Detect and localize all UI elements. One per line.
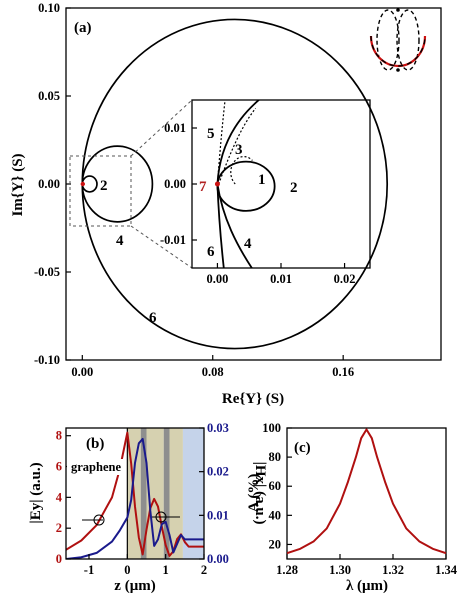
layer-band bbox=[146, 428, 164, 559]
inset-curve-label-7: 7 bbox=[199, 179, 207, 195]
inset-ticks: 0.00 0.01 0.02 0.01 0.00 -0.01 bbox=[160, 121, 356, 286]
layer-band bbox=[140, 428, 147, 559]
inset-curve-4 bbox=[216, 183, 253, 268]
panel-b-x-tick-label: 1 bbox=[163, 563, 169, 577]
panel-a-y-tick-label: 0.05 bbox=[38, 89, 60, 103]
panel-c-x-tick-label: 1.28 bbox=[276, 563, 298, 577]
panel-b-layers bbox=[126, 428, 204, 559]
graphene-label: graphene bbox=[71, 460, 121, 474]
panel-b-x-tick-label: 0 bbox=[124, 563, 130, 577]
absorption-curve bbox=[287, 428, 446, 555]
panel-a-y-tick-label: 0.10 bbox=[38, 1, 60, 15]
panel-c-label: (c) bbox=[294, 440, 311, 456]
inset-x-tick-label: 0.01 bbox=[270, 272, 292, 286]
panel-b-right-axis-label: |Hx| (a.u.) bbox=[252, 462, 268, 525]
panel-c-y-tick-label: 20 bbox=[269, 537, 282, 551]
inset-curve-6 bbox=[216, 183, 225, 268]
panel-b-left-tick-label: 4 bbox=[56, 490, 63, 504]
panel-a-y-tick-label: -0.05 bbox=[34, 265, 60, 279]
panel-b-right-tick-label: 0.03 bbox=[207, 421, 229, 435]
panel-a-label: (a) bbox=[74, 20, 92, 36]
panel-b-right-tick-label: 0.02 bbox=[207, 465, 229, 479]
graphene-label-bg bbox=[67, 459, 125, 475]
curve-label-2: 2 bbox=[100, 178, 108, 194]
inset-curve-2 bbox=[216, 160, 276, 212]
panel-b-left-tick-label: 0 bbox=[56, 552, 62, 566]
panel-b-left-tick-label: 2 bbox=[56, 521, 62, 535]
inset-y-tick-label: -0.01 bbox=[160, 233, 186, 247]
panel-a-y-tick-label: -0.10 bbox=[34, 353, 60, 367]
panel-b-x-axis-label: z (μm) bbox=[114, 578, 155, 594]
panel-b-left-tick-label: 8 bbox=[56, 429, 62, 443]
series-axis-markers bbox=[82, 511, 180, 526]
inset-curve-labels: 1 2 3 4 5 6 7 bbox=[199, 126, 298, 260]
panel-a-x-tick-label: 0.08 bbox=[202, 365, 224, 379]
panel-c-x-tick-label: 1.32 bbox=[382, 563, 404, 577]
curve-label-6: 6 bbox=[149, 310, 157, 326]
zoom-guide-top bbox=[130, 99, 193, 157]
panel-b-label: (b) bbox=[86, 436, 104, 452]
panel-a-y-axis-label: Im{Y} (S) bbox=[10, 153, 26, 216]
inset-x-tick-label: 0.02 bbox=[334, 272, 356, 286]
inset-y-tick-label: 0.01 bbox=[164, 121, 186, 135]
layer-band bbox=[182, 428, 204, 559]
admittance-curve-4 bbox=[81, 145, 154, 223]
curve-label-4: 4 bbox=[116, 233, 124, 249]
panel-b-curves bbox=[66, 431, 204, 559]
inset-curve-3 bbox=[218, 108, 257, 185]
panel-b-x-tick-label: -1 bbox=[84, 563, 94, 577]
panel-a-inset: 0.00 0.01 0.02 0.01 0.00 -0.01 1 2 3 4 5 6 7 bbox=[160, 99, 371, 286]
inset-curve-label-1: 1 bbox=[258, 172, 266, 188]
panel-b-x-tick-label: 2 bbox=[201, 563, 207, 577]
panel-c-x-tick-label: 1.34 bbox=[435, 563, 458, 577]
inset-curve-label-5: 5 bbox=[207, 126, 215, 142]
panel-b-left-tick-label: 6 bbox=[56, 460, 62, 474]
point-7-marker bbox=[80, 181, 85, 187]
panel-c: 1.28 1.30 1.32 1.34 20 40 60 80 100 (c) λ (μm) A… bbox=[246, 421, 458, 594]
panel-a-curves bbox=[80, 18, 389, 350]
inset-y-tick-label: 0.00 bbox=[164, 177, 186, 191]
panel-b-left-axis-label: |Ey| (a.u.) bbox=[28, 462, 44, 523]
inset-curve-label-4: 4 bbox=[244, 236, 252, 252]
zoom-region-box bbox=[69, 155, 132, 227]
panel-c-y-axis-label: A (%) bbox=[246, 474, 262, 513]
panel-b-right-tick-label: 0.01 bbox=[207, 508, 229, 522]
panel-c-y-tick-label: 80 bbox=[269, 450, 282, 464]
panel-a-x-tick-label: 0.16 bbox=[332, 365, 354, 379]
panel-c-frame bbox=[286, 427, 447, 560]
panel-c-y-tick-label: 100 bbox=[262, 421, 281, 435]
panel-a-frame bbox=[65, 7, 442, 361]
panel-b-ticks: -1 0 1 2 0 2 4 6 8 0.00 0.01 0.02 0.03 bbox=[56, 421, 229, 577]
panel-b-right-tick-label: 0.00 bbox=[207, 552, 229, 566]
panel-a: 0.00 0.08 0.16 0.10 0.05 0.00 -0.05 -0.10 (a) R… bbox=[10, 1, 442, 407]
panel-c-ticks: 1.28 1.30 1.32 1.34 20 40 60 80 100 bbox=[262, 421, 457, 577]
inset-curve-4-upper bbox=[216, 100, 261, 185]
inset-curve-1 bbox=[230, 156, 253, 185]
panel-a-x-axis-label: Re{Y} (S) bbox=[222, 391, 284, 407]
hx-field-curve bbox=[66, 437, 204, 559]
inset-curve-label-6: 6 bbox=[207, 244, 215, 260]
panel-c-y-tick-label: 60 bbox=[269, 479, 282, 493]
panel-a-ticks: 0.00 0.08 0.16 0.10 0.05 0.00 -0.05 -0.10 bbox=[34, 1, 354, 379]
inset-x-tick-label: 0.00 bbox=[206, 272, 228, 286]
zoom-guide-bottom bbox=[130, 225, 193, 269]
panel-c-y-tick-label: 40 bbox=[269, 508, 282, 522]
inset-curve-label-3: 3 bbox=[235, 142, 243, 158]
dashed-ellipses-icon bbox=[369, 8, 427, 72]
layer-band bbox=[169, 428, 183, 559]
panel-a-curve-labels: 2 4 6 bbox=[100, 178, 157, 326]
panel-a-x-tick-label: 0.00 bbox=[71, 365, 93, 379]
panel-b-frame bbox=[65, 427, 205, 560]
panel-c-x-axis-label: λ (μm) bbox=[346, 578, 388, 594]
inset-curve-label-2: 2 bbox=[290, 180, 298, 196]
panel-c-x-tick-label: 1.30 bbox=[329, 563, 351, 577]
inset-point-7-marker bbox=[214, 181, 220, 187]
inset-curves bbox=[214, 100, 276, 268]
layer-band bbox=[163, 428, 170, 559]
panel-c-curves bbox=[287, 428, 446, 555]
panel-a-y-tick-label: 0.00 bbox=[38, 177, 60, 191]
